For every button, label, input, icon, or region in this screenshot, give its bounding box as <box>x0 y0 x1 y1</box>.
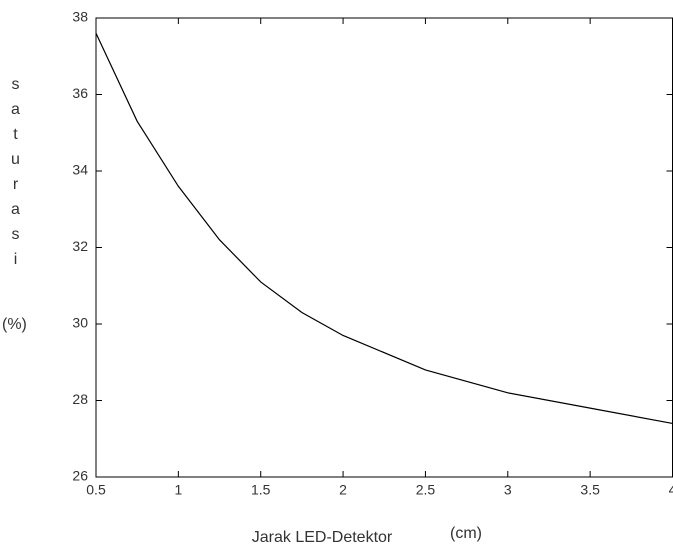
y-tick-label: 38 <box>72 9 88 25</box>
y-axis-label: saturasi <box>7 76 24 276</box>
x-tick-label: 1.5 <box>251 482 271 498</box>
x-tick-label: 0.5 <box>86 482 106 498</box>
y-tick-label: 30 <box>72 315 88 331</box>
x-tick-label: 2.5 <box>416 482 436 498</box>
x-axis-label: Jarak LED-Detektor <box>252 529 393 546</box>
y-axis-unit: (%) <box>2 316 27 333</box>
y-tick-label: 28 <box>72 391 88 407</box>
x-axis-unit: (cm) <box>450 525 482 542</box>
x-tick-label: 4 <box>669 482 673 498</box>
y-tick-label: 32 <box>72 238 88 254</box>
line <box>95 33 673 425</box>
y-tick-label: 36 <box>72 85 88 101</box>
plot-frame <box>95 17 673 478</box>
x-tick-label: 2 <box>339 482 347 498</box>
y-tick-label: 26 <box>72 468 88 484</box>
x-tick-label: 3 <box>504 482 512 498</box>
y-tick-label: 34 <box>72 162 88 178</box>
x-tick-label: 1 <box>174 482 182 498</box>
x-tick-label: 3.5 <box>580 482 600 498</box>
